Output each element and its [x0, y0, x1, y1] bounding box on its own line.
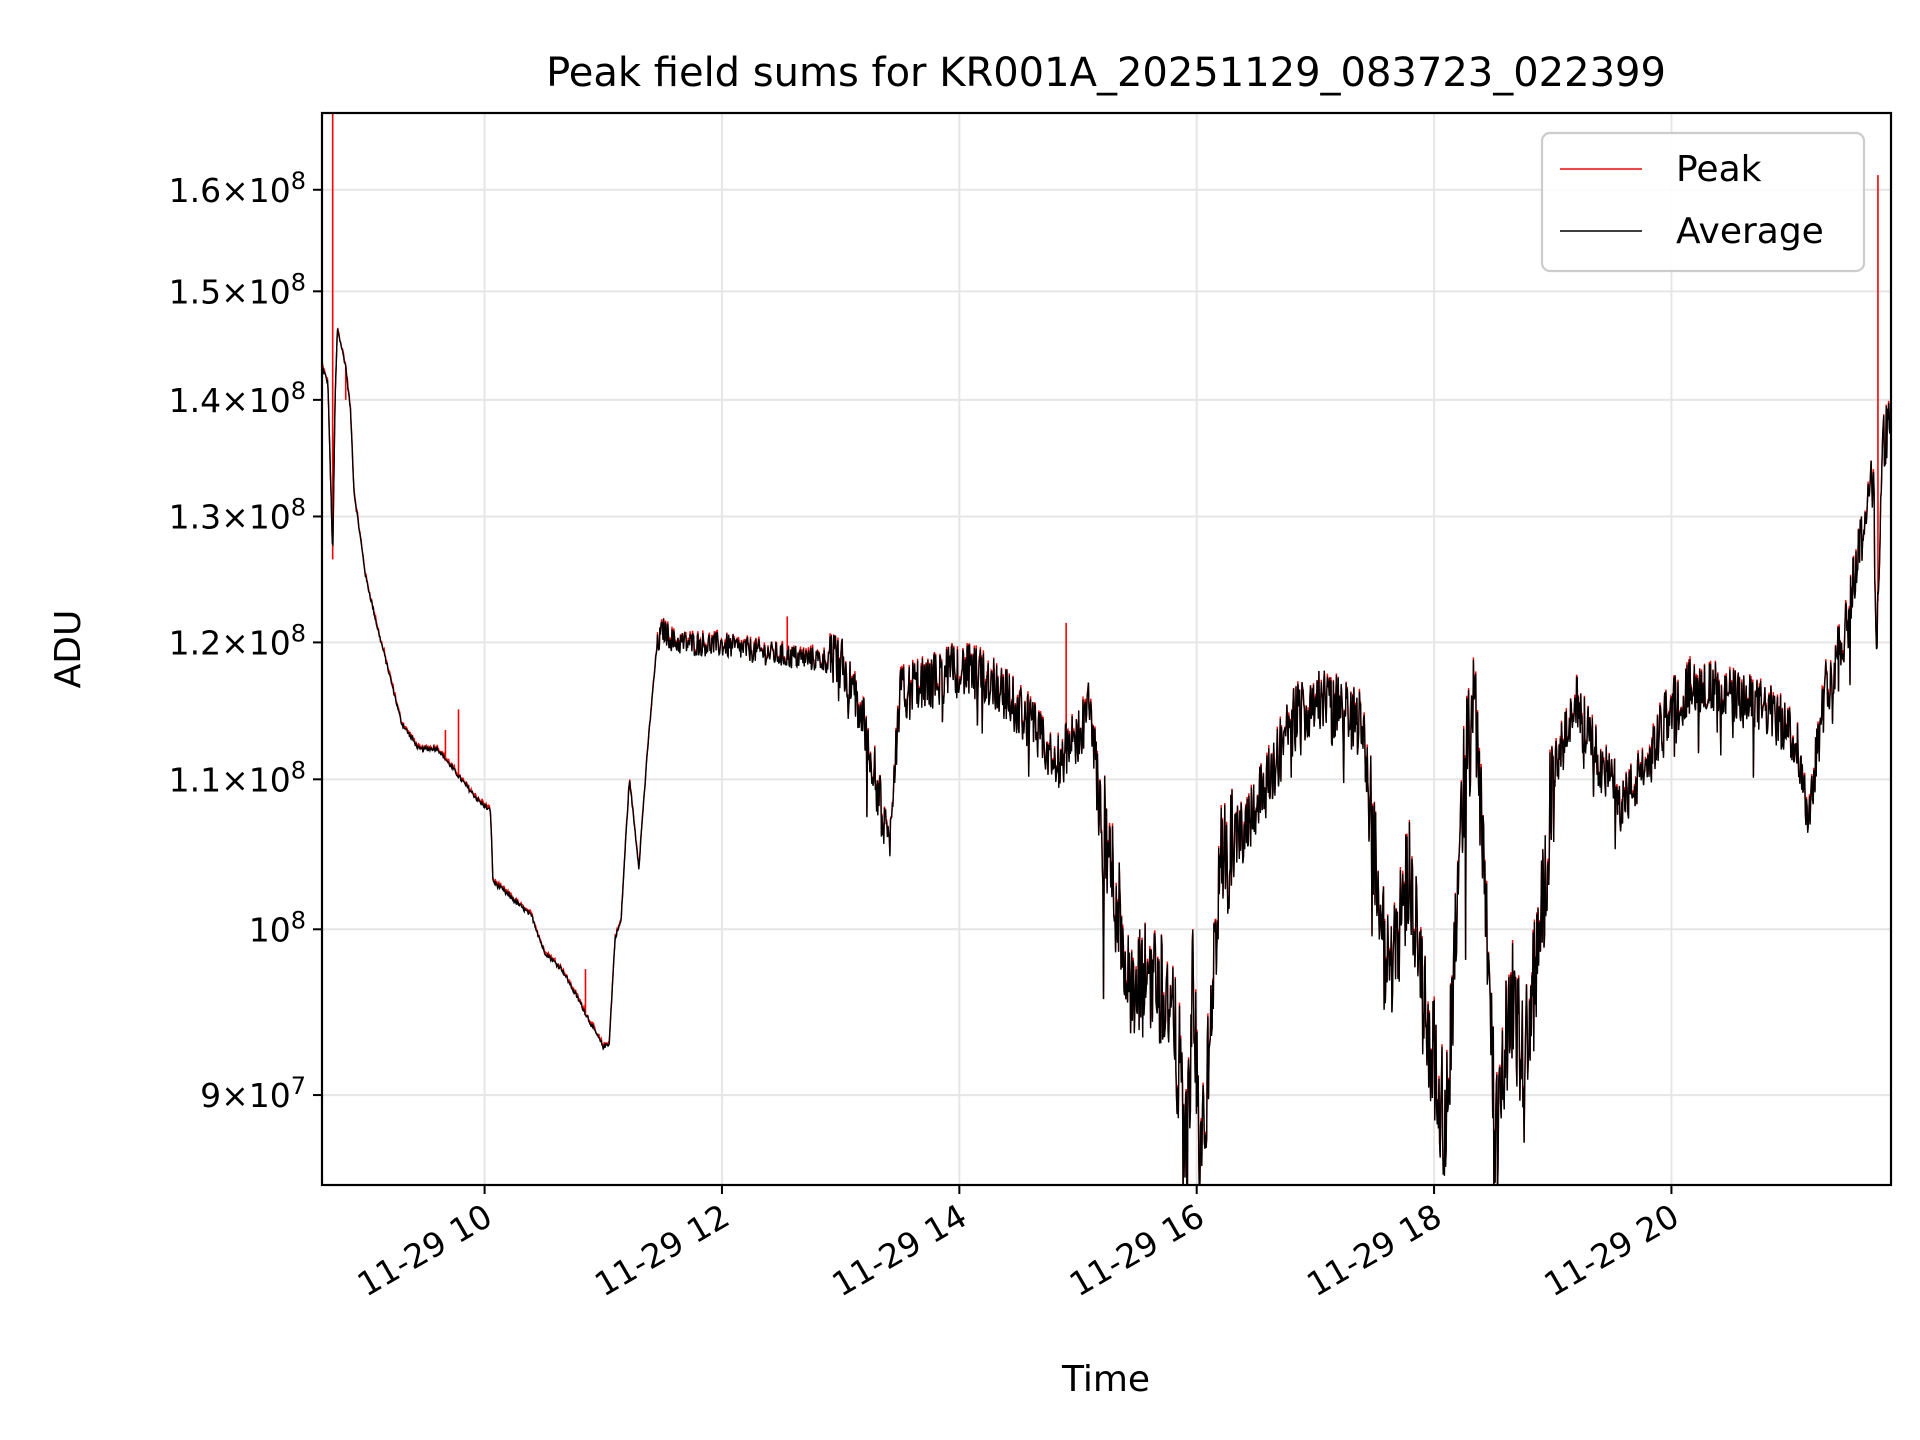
legend-average-label: Average — [1676, 211, 1824, 252]
plot-frame — [320, 111, 1893, 1187]
y-tick-label: 108 — [249, 906, 306, 949]
y-tick-label: 9×107 — [200, 1072, 306, 1115]
peak-series-line — [322, 327, 1891, 1185]
y-tick-label: 1.5×108 — [169, 268, 306, 311]
legend-box — [1540, 131, 1866, 273]
y-tick-label: 1.3×108 — [169, 493, 306, 536]
legend: Peak Average — [1540, 131, 1866, 273]
average-series-line — [322, 328, 1891, 1185]
chart-title: Peak field sums for KR001A_20251129_0837… — [546, 50, 1666, 96]
y-tick-label: 1.1×108 — [169, 756, 306, 799]
y-tick-label: 1.6×108 — [169, 167, 306, 210]
legend-peak-label: Peak — [1676, 149, 1762, 190]
y-tick-label: 1.4×108 — [169, 377, 306, 420]
x-axis-label: Time — [1061, 1359, 1150, 1400]
series-layer — [322, 113, 1891, 1185]
y-tick-label: 1.2×108 — [169, 619, 306, 662]
y-axis-label: ADU — [48, 610, 89, 689]
grid — [322, 113, 1891, 1185]
